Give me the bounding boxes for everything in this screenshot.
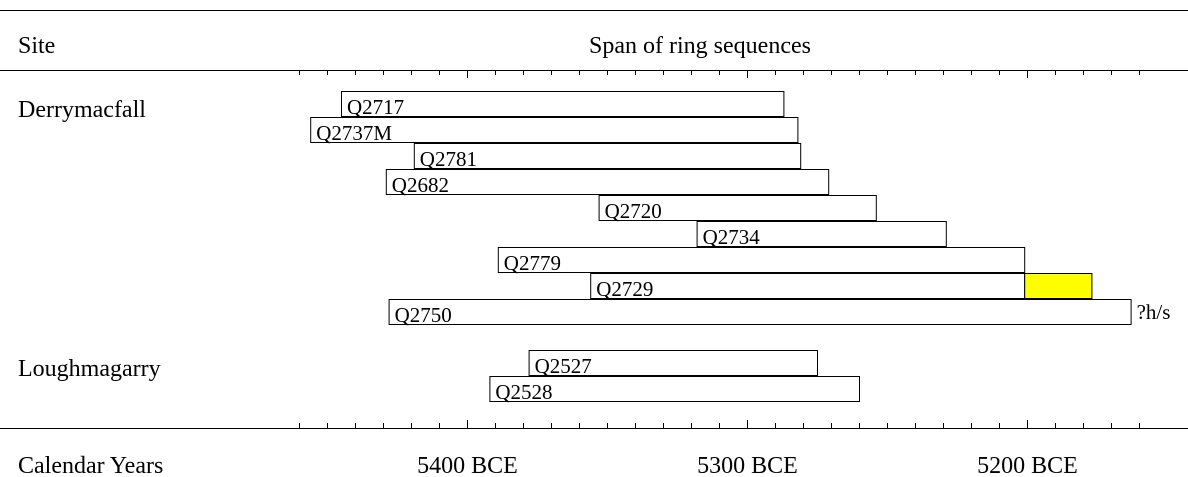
bar	[590, 273, 1026, 299]
chart-title: Span of ring sequences	[589, 33, 811, 59]
x-tick-label: 5200 BCE	[977, 453, 1078, 477]
bar-label: Q2779	[504, 251, 561, 275]
site-header: Site	[18, 33, 55, 59]
bar	[489, 376, 860, 402]
bar-label: Q2734	[703, 225, 761, 249]
site-label: Loughmagarry	[18, 356, 161, 382]
bar	[385, 169, 830, 195]
bar-label: Q2717	[347, 95, 404, 119]
bar-note: ?h/s	[1137, 300, 1171, 324]
bar	[598, 195, 877, 221]
bar	[696, 221, 947, 247]
x-axis-label: Calendar Years	[18, 453, 163, 477]
bar	[528, 350, 818, 376]
x-tick-label: 5400 BCE	[417, 453, 518, 477]
site-label: Derrymacfall	[18, 97, 146, 123]
bar-label: Q2528	[495, 380, 552, 404]
bar-label: Q2737M	[316, 121, 392, 145]
bar-label: Q2729	[596, 277, 653, 301]
bar	[310, 117, 799, 143]
bar-extension	[1024, 273, 1093, 299]
x-tick-label: 5300 BCE	[697, 453, 798, 477]
bar-label: Q2527	[535, 354, 592, 378]
bar-label: Q2682	[392, 173, 449, 197]
bar	[497, 247, 1026, 273]
bar-label: Q2750	[395, 303, 452, 327]
bar-label: Q2720	[605, 199, 662, 223]
bar	[413, 143, 802, 169]
bar	[341, 91, 785, 117]
bar-label: Q2781	[420, 147, 477, 171]
bar	[388, 299, 1132, 325]
